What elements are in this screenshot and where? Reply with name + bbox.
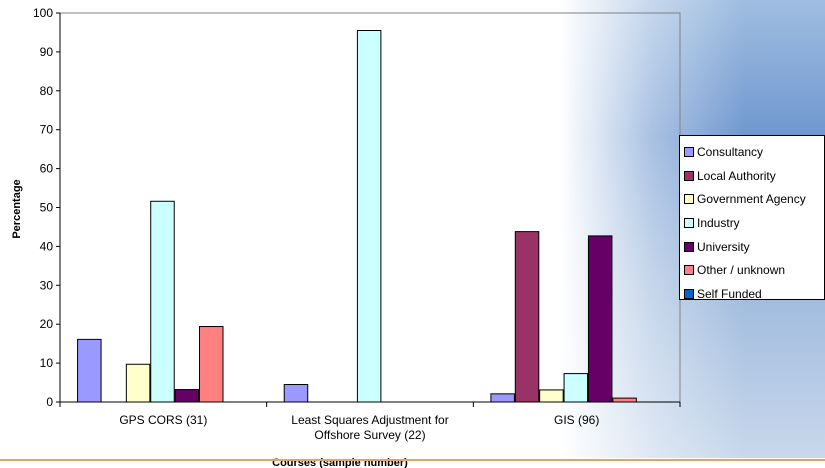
- y-tick-label: 30: [40, 278, 54, 292]
- bottom-divider: [0, 459, 825, 461]
- x-tick-label: GIS (96): [554, 413, 599, 427]
- legend-item: University: [680, 235, 824, 259]
- legend-label: Local Authority: [697, 168, 776, 183]
- y-tick-label: 80: [40, 84, 54, 98]
- y-tick-label: 90: [40, 45, 54, 59]
- legend-swatch: [684, 170, 694, 181]
- legend-item: Consultancy: [680, 140, 824, 164]
- legend-swatch: [684, 241, 694, 252]
- bar: [283, 383, 309, 403]
- bar: [125, 363, 151, 403]
- bar: [356, 30, 382, 403]
- bar: [199, 326, 224, 403]
- y-tick-label: 60: [40, 162, 54, 176]
- bar: [150, 200, 175, 403]
- legend-label: University: [697, 239, 750, 254]
- legend-swatch: [684, 288, 694, 299]
- chart-legend: Consultancy Local Authority Government Age…: [679, 135, 825, 301]
- y-tick-label: 20: [40, 317, 54, 331]
- legend-swatch: [684, 146, 694, 157]
- y-tick-label: 40: [40, 239, 54, 253]
- x-tick-label: Least Squares Adjustment for: [291, 413, 448, 427]
- legend-item: Government Agency: [680, 187, 824, 211]
- chart-bars: [77, 30, 637, 403]
- legend-swatch: [684, 217, 694, 228]
- legend-label: Other / unknown: [697, 263, 786, 278]
- bar: [77, 338, 102, 403]
- legend-item: Other / unknown: [680, 258, 824, 282]
- chart-ticks: 0 10 20 30 40 50 60 70 80 90 100 GPS CORS (31) Least…: [33, 6, 681, 442]
- bar: [563, 373, 589, 403]
- x-tick-label: GPS CORS (31): [119, 413, 207, 427]
- bar: [612, 397, 637, 403]
- legend-item: Local Authority: [680, 164, 824, 188]
- y-tick-label: 70: [40, 123, 54, 137]
- y-tick-label: 50: [40, 201, 54, 215]
- legend-label: Self Funded: [697, 286, 762, 301]
- y-tick-label: 10: [40, 356, 54, 370]
- legend-label: Consultancy: [697, 144, 764, 159]
- legend-label: Government Agency: [697, 192, 806, 207]
- x-tick-label: Offshore Survey (22): [314, 428, 425, 442]
- legend-label: Industry: [697, 215, 740, 230]
- legend-swatch: [684, 194, 694, 205]
- y-tick-label: 100: [33, 6, 53, 20]
- bar: [490, 393, 515, 403]
- legend-item: Industry: [680, 211, 824, 235]
- bar: [539, 389, 564, 403]
- legend-item: Self Funded: [680, 282, 824, 306]
- y-tick-label: 0: [46, 395, 53, 409]
- bar: [514, 231, 540, 403]
- bar: [174, 389, 200, 403]
- bar: [587, 235, 613, 403]
- y-axis-label: Percentage: [11, 179, 23, 238]
- legend-swatch: [684, 265, 694, 276]
- x-axis-label: Courses (sample number): [272, 457, 408, 468]
